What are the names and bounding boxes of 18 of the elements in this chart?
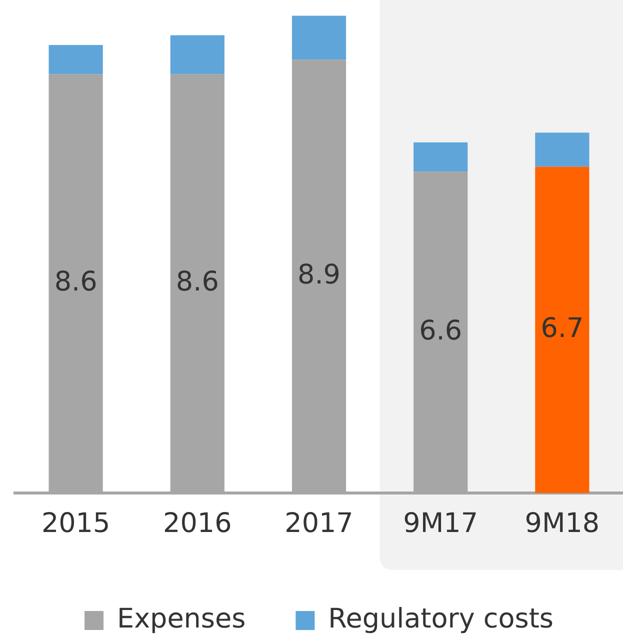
- bar: [414, 142, 468, 172]
- data-label: 6.7: [540, 312, 584, 344]
- legend-label: Regulatory costs: [328, 604, 554, 635]
- bar: [48, 44, 103, 74]
- x-tick-label: 2016: [163, 508, 232, 540]
- x-tick-label: 9M18: [524, 508, 600, 540]
- bar: [170, 35, 224, 74]
- bar: [535, 132, 590, 167]
- x-tick-label: 2017: [284, 508, 354, 540]
- bar: [535, 166, 590, 493]
- data-label: 8.9: [298, 259, 340, 290]
- x-tick-label: 2015: [41, 508, 110, 540]
- data-label: 8.6: [176, 266, 219, 298]
- data-label: 6.6: [419, 315, 462, 346]
- x-tick-label: 9M17: [403, 508, 478, 540]
- data-label: 8.6: [54, 266, 98, 298]
- legend-label: Expenses: [117, 604, 246, 635]
- bar: [292, 16, 346, 60]
